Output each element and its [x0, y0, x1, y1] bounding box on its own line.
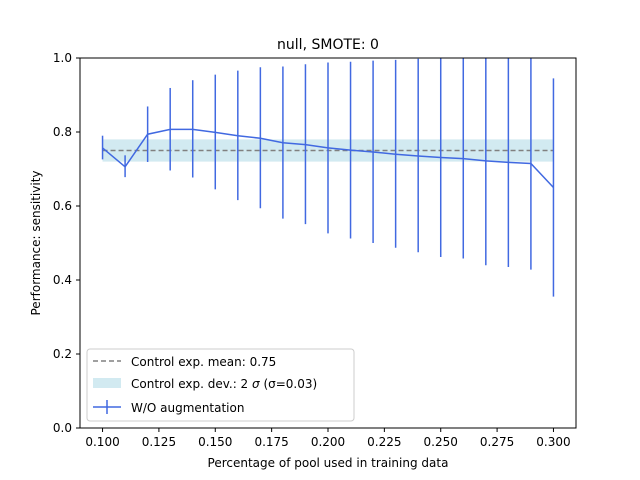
- x-tick-label: 0.225: [367, 435, 401, 449]
- legend-band-label: Control exp. dev.: 2 σ (σ=0.03): [131, 377, 317, 391]
- x-tick-label: 0.200: [311, 435, 345, 449]
- y-axis-ticks: 0.0 0.2 0.4 0.6 0.8 1.0: [53, 51, 80, 435]
- y-tick-label: 1.0: [53, 51, 72, 65]
- x-axis-label: Percentage of pool used in training data: [208, 456, 449, 470]
- legend-series-label: W/O augmentation: [131, 401, 244, 415]
- legend-band-swatch: [93, 378, 121, 388]
- x-tick-label: 0.300: [536, 435, 570, 449]
- x-axis-ticks: 0.100 0.125 0.150 0.175 0.200 0.225 0.250 0.275…: [85, 428, 571, 449]
- y-tick-label: 0.6: [53, 199, 72, 213]
- chart-title: null, SMOTE: 0: [277, 37, 379, 53]
- y-tick-label: 0.4: [53, 273, 72, 287]
- plot-area: [101, 58, 555, 297]
- y-tick-label: 0.8: [53, 125, 72, 139]
- x-tick-label: 0.275: [480, 435, 514, 449]
- series-line: [102, 128, 554, 189]
- x-tick-label: 0.175: [254, 435, 288, 449]
- x-tick-label: 0.125: [142, 435, 176, 449]
- legend-mean-label: Control exp. mean: 0.75: [131, 355, 276, 369]
- x-tick-label: 0.150: [198, 435, 232, 449]
- legend: Control exp. mean: 0.75 Control exp. dev…: [86, 348, 355, 422]
- y-tick-label: 0.2: [53, 347, 72, 361]
- y-axis-label: Performance: sensitivity: [29, 170, 43, 315]
- y-tick-label: 0.0: [53, 421, 72, 435]
- legend-box: [86, 348, 355, 422]
- x-tick-label: 0.100: [85, 435, 119, 449]
- x-tick-label: 0.250: [424, 435, 458, 449]
- series-line-layer: [102, 128, 554, 189]
